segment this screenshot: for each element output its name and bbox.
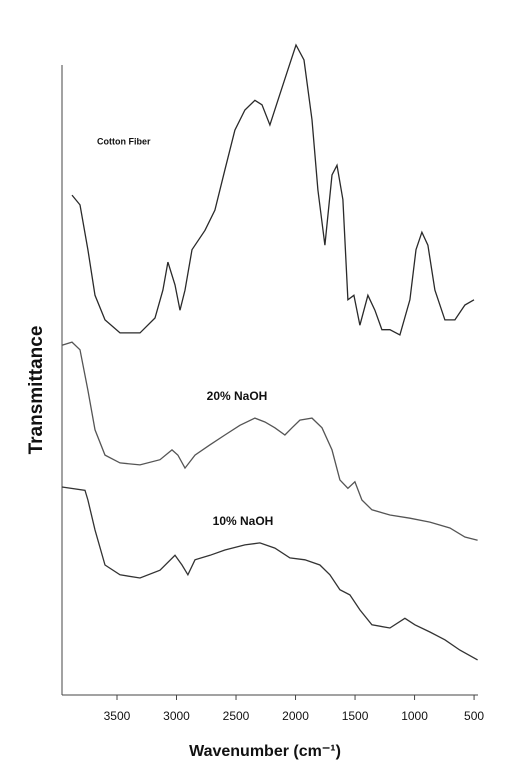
- spectrum-line: [61, 486, 478, 661]
- x-tick-label: 500: [464, 709, 484, 723]
- series-label: Cotton Fiber: [97, 136, 151, 146]
- series-label: 10% NaOH: [213, 514, 274, 528]
- x-tick-label: 2000: [282, 709, 309, 723]
- spectrum-line: [61, 341, 478, 541]
- series-label: 20% NaOH: [207, 389, 268, 403]
- spectrum-line: [71, 43, 475, 336]
- x-tick-label: 2500: [223, 709, 250, 723]
- x-axis-title: Wavenumber (cm⁻¹): [189, 743, 341, 760]
- x-tick-label: 3500: [104, 709, 131, 723]
- x-tick-label: 1500: [342, 709, 369, 723]
- y-axis-title: Transmittance: [26, 326, 47, 455]
- x-tick-label: 3000: [163, 709, 190, 723]
- x-tick-label: 1000: [401, 709, 428, 723]
